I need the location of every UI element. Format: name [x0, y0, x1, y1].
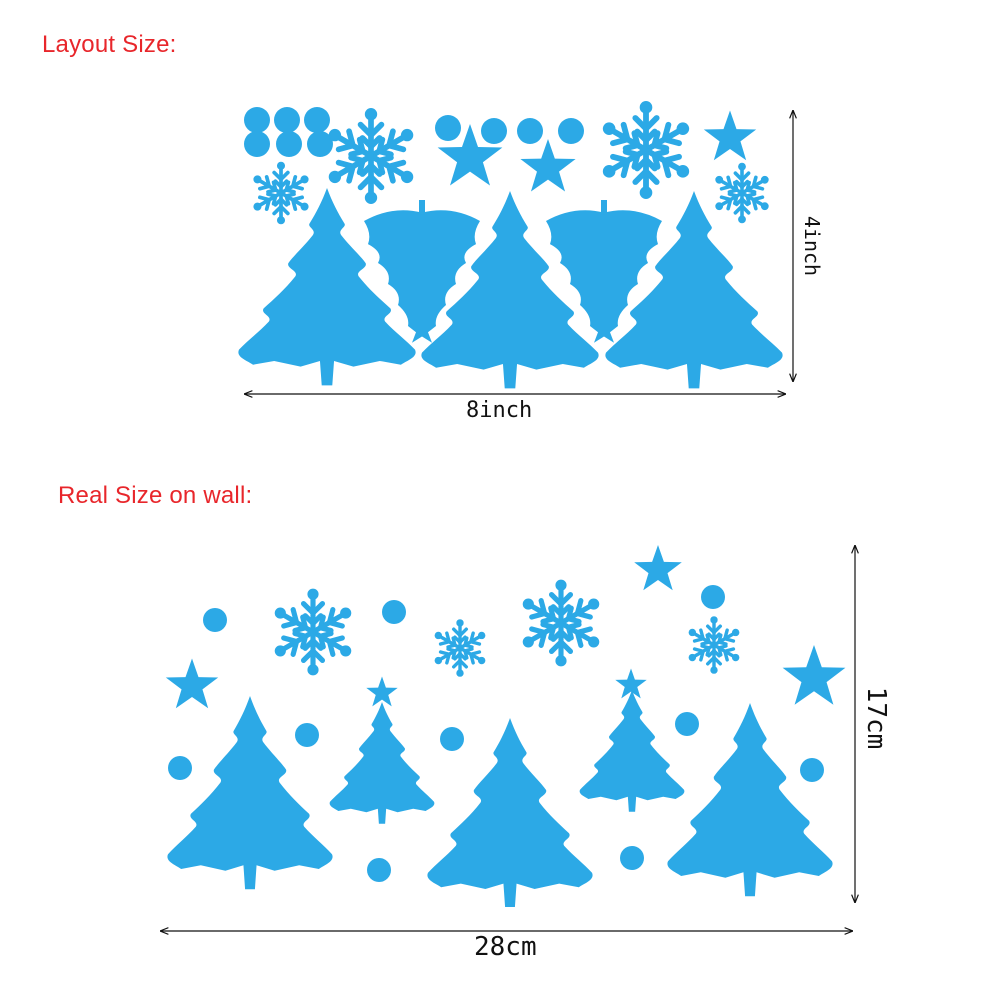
snowflake-icon [523, 580, 599, 666]
star-icon [520, 139, 576, 192]
snowflake-icon [275, 589, 351, 675]
layout-height-label: 4inch [800, 215, 824, 277]
snowflake-icon [716, 163, 769, 223]
star-icon [165, 658, 219, 709]
layout-width-label: 8inch [466, 398, 533, 423]
tree-icon [329, 702, 435, 824]
real-size-title: Real Size on wall: [58, 482, 253, 509]
real-decal-group [165, 545, 846, 907]
star-icon [703, 110, 757, 161]
snowflake-icon [329, 109, 413, 204]
dot-icon [168, 585, 824, 882]
real-height-label: 17cm [861, 686, 891, 750]
snowflake-icon [603, 102, 688, 199]
snowflake-icon [254, 162, 309, 224]
dot-icon [244, 107, 584, 157]
snowflake-icon [689, 617, 739, 674]
layout-size-title: Layout Size: [42, 31, 177, 58]
real-width-label: 28cm [474, 932, 537, 962]
layout-decal-group [238, 102, 783, 389]
snowflake-icon [435, 620, 485, 677]
tree-icon [579, 690, 685, 812]
star-icon [782, 645, 846, 705]
star-icon [366, 676, 398, 707]
star-icon [634, 545, 682, 591]
